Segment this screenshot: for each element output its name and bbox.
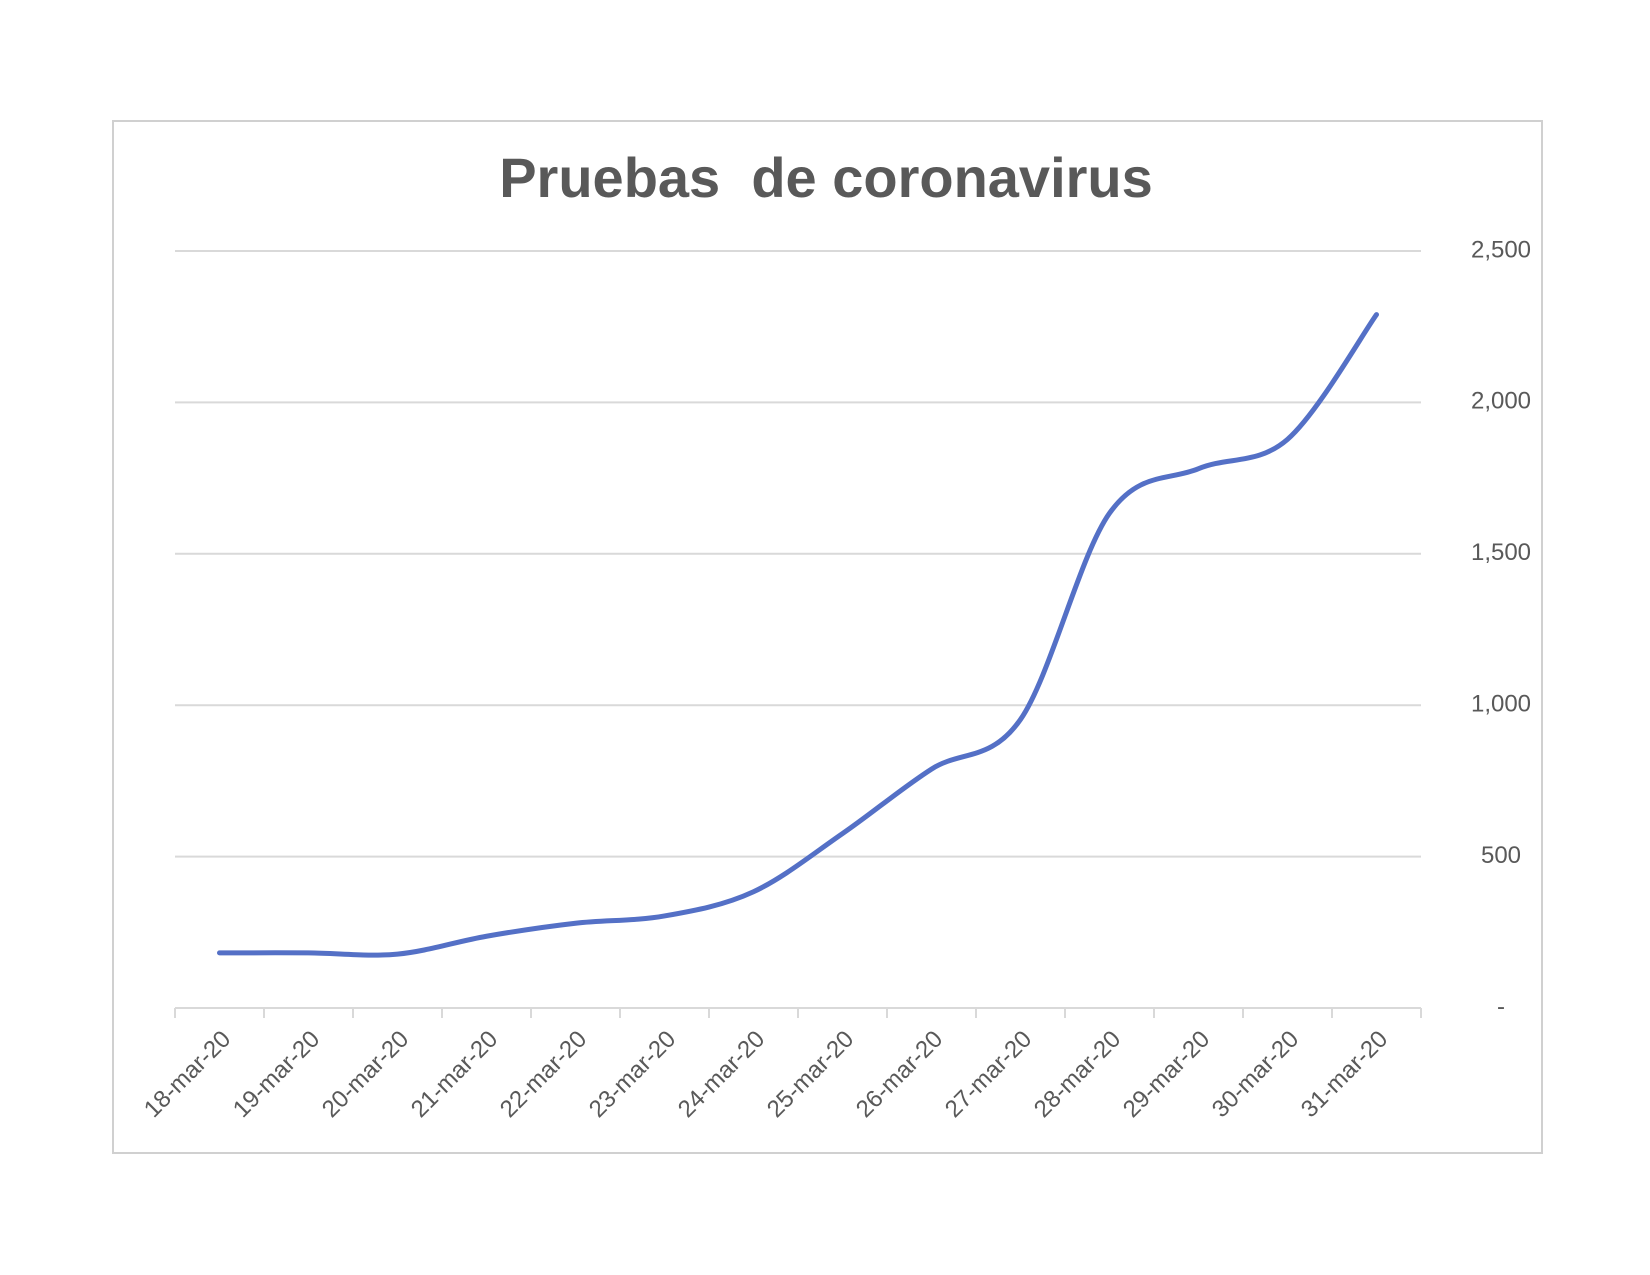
y-tick-label: 500	[1481, 842, 1521, 869]
line	[217, 312, 1379, 958]
y-tick-label: 1,000	[1471, 691, 1531, 718]
y-tick-label: 1,500	[1471, 539, 1531, 566]
y-tick-label: 2,000	[1471, 388, 1531, 415]
y-tick-label: -	[1497, 993, 1505, 1020]
y-tick-label: 2,500	[1471, 236, 1531, 263]
chart-title: Pruebas de coronavirus	[499, 146, 1153, 209]
chart-frame	[112, 120, 1543, 1154]
